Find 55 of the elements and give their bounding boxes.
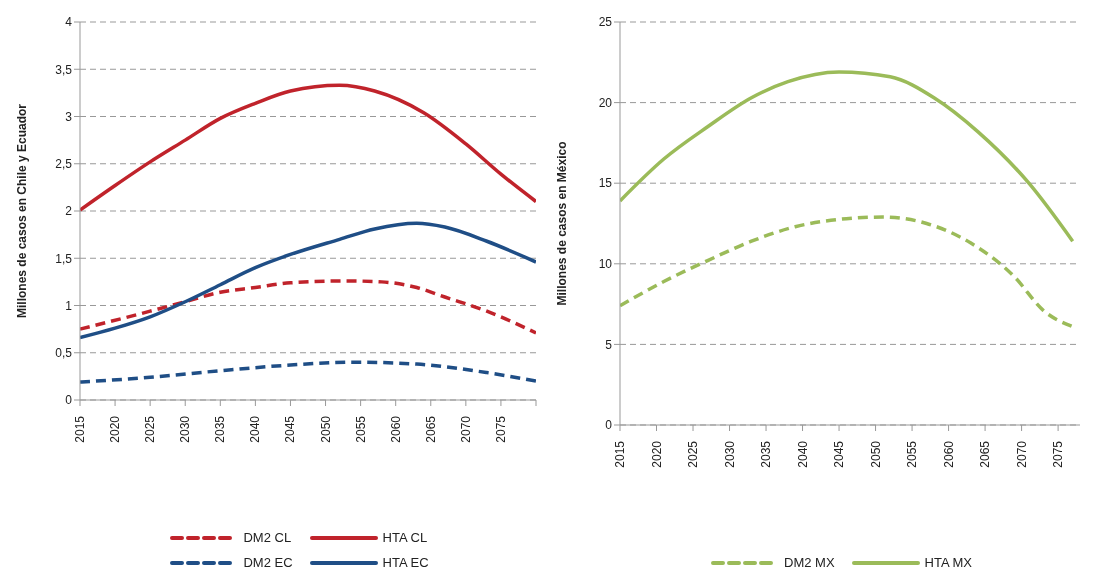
y-axis-title: Millones de casos en México: [555, 141, 570, 306]
y-tick-label: 10: [598, 257, 613, 272]
y-tick-label: 1,5: [55, 251, 73, 266]
x-tick-label: 2045: [832, 440, 847, 468]
x-tick-label: 2055: [905, 440, 920, 468]
legend-label: DM2 MX: [784, 555, 835, 570]
line-series: [620, 215, 1075, 329]
x-tick-label: 2045: [283, 415, 298, 443]
x-tick-label: 2055: [353, 415, 368, 443]
y-tick-label: 20: [598, 95, 613, 110]
x-tick-label: 2030: [722, 440, 737, 468]
y-tick-label: 5: [605, 337, 613, 352]
x-tick-label: 2050: [868, 440, 883, 468]
x-tick-label: 2040: [795, 440, 810, 468]
y-tick-label: 3,5: [55, 62, 73, 77]
legend-label: HTA CL: [382, 530, 428, 545]
y-tick-label: 15: [598, 176, 613, 191]
y-axis-title: Millones de casos en Chile y Ecuador: [15, 103, 30, 319]
x-tick-label: 2015: [613, 440, 627, 468]
x-tick-label: 2040: [248, 415, 263, 443]
x-tick-label: 2020: [108, 415, 123, 443]
x-tick-label: 2060: [388, 415, 403, 443]
x-tick-label: 2070: [1014, 440, 1029, 468]
line-series: [80, 83, 536, 212]
x-tick-label: 2035: [213, 415, 228, 443]
x-tick-label: 2075: [1051, 440, 1066, 468]
line-series: [80, 279, 536, 335]
x-tick-label: 2030: [178, 415, 193, 443]
x-tick-label: 2070: [458, 415, 473, 443]
y-tick-label: 25: [598, 15, 613, 30]
y-tick-label: 0,5: [55, 346, 73, 361]
y-tick-label: 2: [65, 204, 73, 219]
x-tick-label: 2050: [318, 415, 333, 443]
x-tick-label: 2025: [143, 415, 158, 443]
legend-label: HTA EC: [382, 555, 429, 570]
legend-label: DM2 CL: [243, 530, 292, 545]
x-tick-label: 2025: [686, 440, 701, 468]
x-tick-label: 2060: [941, 440, 956, 468]
x-tick-label: 2015: [73, 415, 87, 443]
line-series: [620, 70, 1075, 243]
y-tick-label: 4: [65, 15, 73, 30]
line-series: [80, 360, 536, 384]
y-tick-label: 2,5: [55, 157, 73, 172]
x-tick-label: 2020: [649, 440, 664, 468]
y-tick-label: 0: [65, 393, 73, 408]
y-tick-label: 0: [605, 418, 613, 433]
x-tick-label: 2035: [759, 440, 774, 468]
y-tick-label: 3: [65, 109, 73, 124]
x-tick-label: 2075: [493, 415, 508, 443]
legend-label: DM2 EC: [243, 555, 293, 570]
y-tick-label: 1: [65, 298, 73, 313]
legend-label: HTA MX: [924, 555, 972, 570]
line-series: [80, 221, 536, 340]
x-tick-label: 2065: [978, 440, 993, 468]
x-tick-label: 2065: [423, 415, 438, 443]
